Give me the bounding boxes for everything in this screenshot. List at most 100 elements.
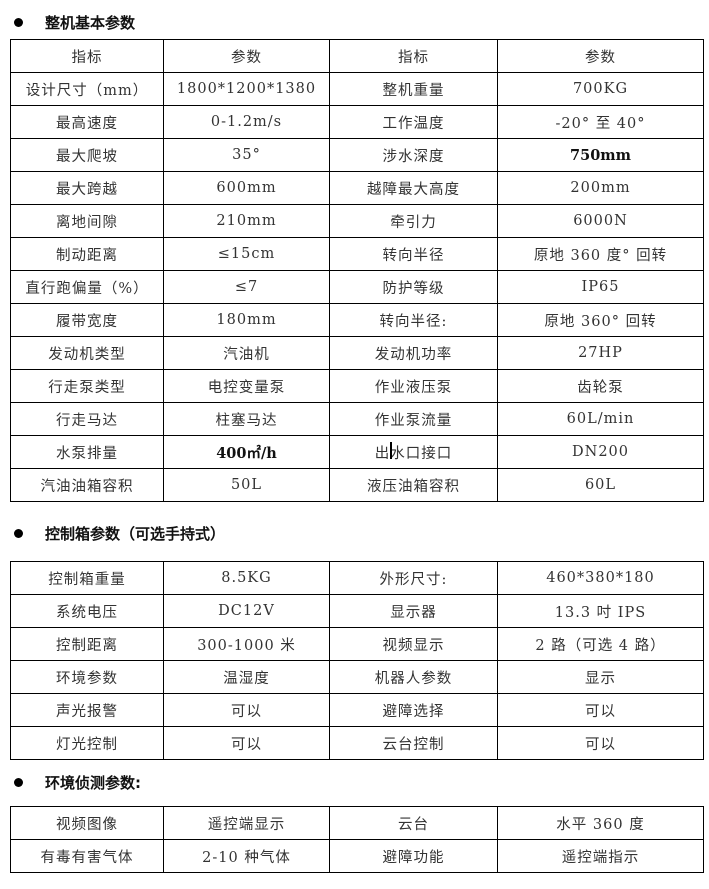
param-name-cell: 声光报警 <box>10 693 164 727</box>
param-name-cell: 制动距离 <box>10 237 164 271</box>
param-name-cell: 设计尺寸（mm） <box>10 72 164 106</box>
section-title: 环境侦测参数: <box>45 774 141 792</box>
table-row: 制动距离 ≤15cm 转向半径 原地 360 度° 回转 <box>10 237 704 271</box>
param-name-cell: 作业泵流量 <box>329 402 498 436</box>
param-value-cell: 210mm <box>163 204 330 238</box>
param-name-cell: 牵引力 <box>329 204 498 238</box>
section-heading-basic-params: 整机基本参数 <box>14 12 135 33</box>
param-value-cell: 27HP <box>497 336 704 370</box>
param-value-cell: 35° <box>163 138 330 172</box>
table-row: 水泵排量 400㎡/h 出水口接口 DN200 <box>10 435 704 469</box>
param-name-cell: 行走泵类型 <box>10 369 164 403</box>
param-value-cell: 400㎡/h <box>163 435 330 469</box>
cursor-cell-wrap: 出水口接口 <box>374 441 453 463</box>
param-value-cell: 电控变量泵 <box>163 369 330 403</box>
param-value-cell: 遥控端指示 <box>497 839 704 873</box>
param-value-cell: 可以 <box>497 693 704 727</box>
param-value-cell: 180mm <box>163 303 330 337</box>
param-value-cell: 原地 360° 回转 <box>497 303 704 337</box>
cell-text: 出水口接口 <box>374 445 453 462</box>
text-cursor <box>389 441 392 459</box>
param-name-cell: 环境参数 <box>10 660 164 694</box>
param-value-cell: ≤7 <box>163 270 330 304</box>
param-name-cell: 发动机类型 <box>10 336 164 370</box>
param-name-cell: 有毒有害气体 <box>10 839 164 873</box>
param-name-cell: 控制箱重量 <box>10 561 164 595</box>
param-value-cell: 2-10 种气体 <box>163 839 330 873</box>
param-name-cell: 避障功能 <box>329 839 498 873</box>
param-value-cell: 显示 <box>497 660 704 694</box>
table-row: 控制箱重量 8.5KG 外形尺寸: 460*380*180 <box>10 561 704 595</box>
table-row: 行走马达 柱塞马达 作业泵流量 60L/min <box>10 402 704 436</box>
param-name-cell: 出水口接口 <box>329 435 498 469</box>
table-row: 设计尺寸（mm） 1800*1200*1380 整机重量 700KG <box>10 72 704 106</box>
param-value-cell: 参数 <box>497 39 704 73</box>
param-value-cell: 2 路（可选 4 路） <box>497 627 704 661</box>
param-name-cell: 涉水深度 <box>329 138 498 172</box>
param-value-cell: 0-1.2m/s <box>163 105 330 139</box>
control-box-params-table: 控制箱重量 8.5KG 外形尺寸: 460*380*180 系统电压 DC12V 显示器 13… <box>10 561 704 760</box>
section-heading-control-box-params: 控制箱参数（可选手持式） <box>14 523 225 544</box>
param-name-cell: 工作温度 <box>329 105 498 139</box>
param-name-cell: 最大爬坡 <box>10 138 164 172</box>
basic-params-table: 指标 参数 指标 参数 设计尺寸（mm） 1800*1200*1380 整机重量 700KG 最… <box>10 39 704 502</box>
env-detection-params-table: 视频图像 遥控端显示 云台 水平 360 度有毒有害气体 2-10 种气体 避障功能 遥控端… <box>10 806 704 873</box>
param-name-cell: 视频显示 <box>329 627 498 661</box>
param-name-cell: 汽油油箱容积 <box>10 468 164 502</box>
param-name-cell: 控制距离 <box>10 627 164 661</box>
param-name-cell: 指标 <box>10 39 164 73</box>
table-row: 离地间隙 210mm 牵引力 6000N <box>10 204 704 238</box>
bullet-icon <box>14 529 23 538</box>
table-row: 履带宽度 180mm 转向半径: 原地 360° 回转 <box>10 303 704 337</box>
param-name-cell: 履带宽度 <box>10 303 164 337</box>
param-value-cell: 750mm <box>497 138 704 172</box>
param-value-cell: 参数 <box>163 39 330 73</box>
param-value-cell: 1800*1200*1380 <box>163 72 330 106</box>
param-value-cell: 齿轮泵 <box>497 369 704 403</box>
param-value-cell: 6000N <box>497 204 704 238</box>
param-name-cell: 直行跑偏量（%） <box>10 270 164 304</box>
param-value-cell: DN200 <box>497 435 704 469</box>
param-value-cell: 460*380*180 <box>497 561 704 595</box>
param-name-cell: 外形尺寸: <box>329 561 498 595</box>
table-row: 最大跨越 600mm 越障最大高度 200mm <box>10 171 704 205</box>
param-name-cell: 避障选择 <box>329 693 498 727</box>
header-row: 指标 参数 指标 参数 <box>10 39 704 73</box>
param-value-cell: IP65 <box>497 270 704 304</box>
param-name-cell: 云台 <box>329 806 498 840</box>
table-row: 声光报警 可以 避障选择 可以 <box>10 693 704 727</box>
param-value-cell: 300-1000 米 <box>163 627 330 661</box>
param-name-cell: 作业液压泵 <box>329 369 498 403</box>
bullet-icon <box>14 18 23 27</box>
table-row: 控制距离 300-1000 米视频显示 2 路（可选 4 路） <box>10 627 704 661</box>
table-row: 行走泵类型 电控变量泵 作业液压泵 齿轮泵 <box>10 369 704 403</box>
table-row: 视频图像 遥控端显示 云台 水平 360 度 <box>10 806 704 840</box>
param-name-cell: 整机重量 <box>329 72 498 106</box>
param-name-cell: 视频图像 <box>10 806 164 840</box>
section-title: 控制箱参数（可选手持式） <box>45 525 226 543</box>
table-row: 系统电压 DC12V 显示器 13.3 吋 IPS <box>10 594 704 628</box>
param-value-cell: 汽油机 <box>163 336 330 370</box>
param-value-cell: 60L/min <box>497 402 704 436</box>
param-name-cell: 转向半径 <box>329 237 498 271</box>
param-name-cell: 转向半径: <box>329 303 498 337</box>
param-value-cell: 13.3 吋 IPS <box>497 594 704 628</box>
param-name-cell: 指标 <box>329 39 498 73</box>
param-name-cell: 最大跨越 <box>10 171 164 205</box>
param-name-cell: 行走马达 <box>10 402 164 436</box>
param-value-cell: 水平 360 度 <box>497 806 704 840</box>
param-value-cell: 遥控端显示 <box>163 806 330 840</box>
param-value-cell: 8.5KG <box>163 561 330 595</box>
param-name-cell: 显示器 <box>329 594 498 628</box>
param-value-cell: 50L <box>163 468 330 502</box>
param-name-cell: 灯光控制 <box>10 726 164 760</box>
param-name-cell: 水泵排量 <box>10 435 164 469</box>
param-name-cell: 离地间隙 <box>10 204 164 238</box>
param-value-cell: 可以 <box>163 693 330 727</box>
param-value-cell: 原地 360 度° 回转 <box>497 237 704 271</box>
param-value-cell: 可以 <box>163 726 330 760</box>
param-value-cell: 柱塞马达 <box>163 402 330 436</box>
table-row: 最大爬坡 35° 涉水深度 750mm <box>10 138 704 172</box>
param-name-cell: 防护等级 <box>329 270 498 304</box>
table-row: 直行跑偏量（%） ≤7 防护等级 IP65 <box>10 270 704 304</box>
